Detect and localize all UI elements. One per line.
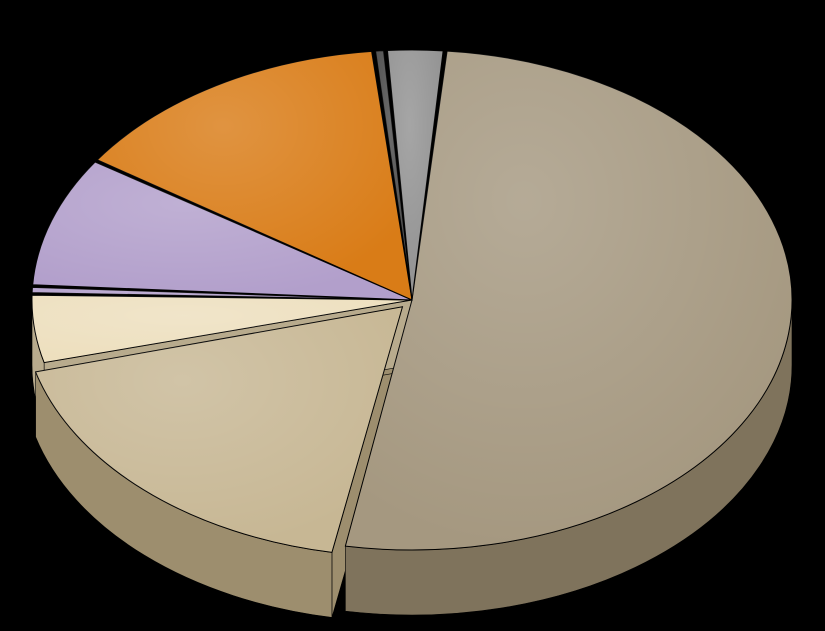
pie-chart	[0, 0, 825, 631]
